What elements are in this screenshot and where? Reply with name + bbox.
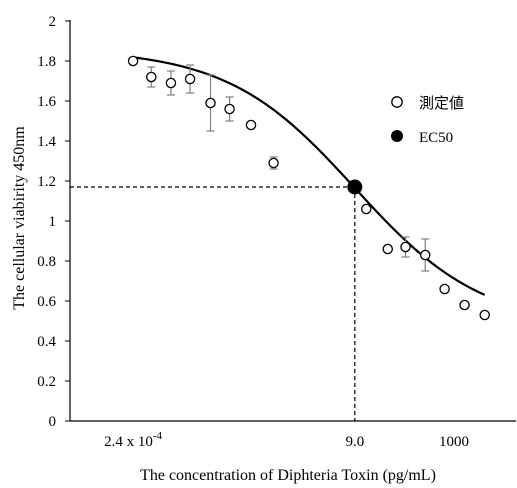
y-tick-label: 1.8 <box>37 54 56 70</box>
data-point <box>382 243 394 255</box>
x-tick-labels: 2.4 x 10-4 9.0 1000 <box>104 430 469 450</box>
data-point <box>361 203 372 215</box>
data-point <box>419 249 431 261</box>
error-bars <box>147 64 430 272</box>
y-tick-label: 1.4 <box>37 134 56 150</box>
x-tick-label-text: 9.0 <box>345 434 364 450</box>
axes <box>65 20 516 422</box>
legend-label-ec50: EC50 <box>419 130 453 146</box>
legend: 測定値 EC50 <box>391 95 464 146</box>
x-tick-label: 1000 <box>439 434 469 450</box>
data-point <box>459 299 470 311</box>
x-tick-label: 2.4 x 10-4 <box>104 430 162 450</box>
legend-marker-ec50 <box>391 130 403 142</box>
y-axis-title: The cellular viabirity 450nm <box>11 126 28 310</box>
x-tick-label-text: 2.4 x 10 <box>104 434 153 450</box>
x-tick-label: 9.0 <box>345 434 364 450</box>
y-tick-label: 0 <box>49 414 57 430</box>
y-tick-label: 0.2 <box>37 374 56 390</box>
y-tick-label: 0.8 <box>37 254 56 270</box>
y-tick-label: 0.4 <box>37 334 56 350</box>
data-point <box>165 77 177 89</box>
data-points <box>127 55 490 321</box>
y-tick-label: 1.6 <box>37 94 56 110</box>
ec50-reference-lines <box>70 186 356 421</box>
legend-marker-measured <box>391 96 403 108</box>
data-point <box>184 73 196 85</box>
data-point <box>439 283 450 295</box>
ec50-point <box>347 179 363 195</box>
fit-curve-layer <box>132 56 486 296</box>
data-point <box>205 97 216 109</box>
legend-label-measured: 測定値 <box>419 95 464 112</box>
data-point <box>245 119 257 131</box>
x-tick-label-exponent: -4 <box>153 430 163 442</box>
x-tick-label-text: 1000 <box>439 434 469 450</box>
y-tick-label: 0.6 <box>37 294 56 310</box>
y-tick-label: 2 <box>49 14 57 30</box>
fit-curve <box>132 56 486 296</box>
x-axis-title: The concentration of Diphteria Toxin (pg… <box>140 467 436 484</box>
data-point <box>268 157 279 169</box>
data-point <box>224 103 235 115</box>
y-tick-label: 1.2 <box>37 174 56 190</box>
data-point <box>127 55 139 67</box>
data-point <box>146 71 157 83</box>
y-tick-label: 1 <box>49 214 57 230</box>
data-point <box>400 241 411 253</box>
data-point <box>479 309 490 321</box>
y-tick-labels: 0 0.2 0.4 0.6 0.8 1 1.2 1.4 1.6 1.8 2 <box>37 14 56 430</box>
